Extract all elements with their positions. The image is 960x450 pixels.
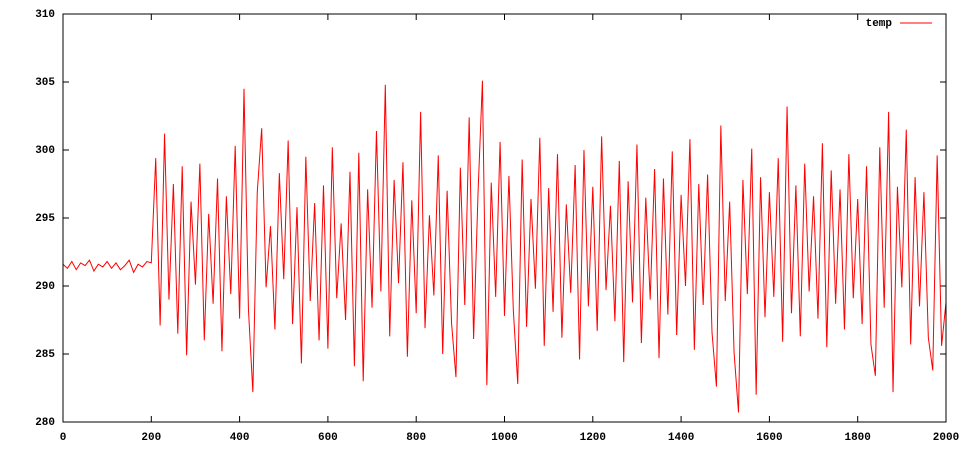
y-tick-label: 310: [35, 9, 55, 21]
x-tick-label: 600: [318, 432, 338, 444]
x-tick-label: 1800: [844, 432, 870, 444]
plot-border: [62, 13, 947, 423]
x-tick-label: 1600: [756, 432, 782, 444]
data-line: [62, 80, 947, 413]
y-tick-label: 280: [35, 417, 55, 429]
x-tick-label: 0: [60, 432, 67, 444]
legend-label: temp: [866, 18, 893, 30]
x-tick-label: 2000: [933, 432, 959, 444]
y-tick-label: 295: [35, 213, 55, 225]
y-tick-label: 285: [35, 349, 55, 361]
x-tick-label: 400: [230, 432, 250, 444]
y-tick-label: 290: [35, 281, 55, 293]
x-tick-label: 1000: [491, 432, 517, 444]
y-tick-label: 300: [35, 145, 55, 157]
x-tick-label: 1200: [580, 432, 606, 444]
x-tick-label: 200: [141, 432, 161, 444]
x-tick-label: 800: [406, 432, 426, 444]
x-tick-label: 1400: [668, 432, 694, 444]
y-tick-label: 305: [35, 77, 55, 89]
